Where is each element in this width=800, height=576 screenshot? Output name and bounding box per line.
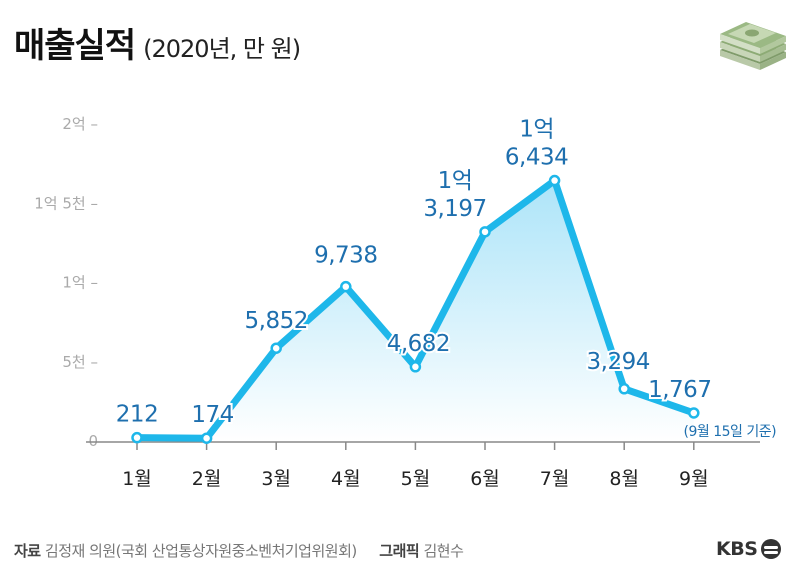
data-point: [200, 432, 213, 444]
data-point: [479, 226, 491, 238]
series-area: [137, 180, 694, 441]
data-label: 6,434: [505, 145, 568, 171]
data-point: [548, 174, 561, 187]
data-label: 1,767: [648, 377, 711, 403]
data-point: [688, 407, 700, 419]
y-tick-label: 2억 –: [62, 115, 98, 133]
x-tick-label: 9월: [679, 468, 709, 490]
data-label: 1억: [438, 168, 473, 194]
graphic-credit: 김현수: [423, 542, 464, 560]
x-tick-label: 3월: [261, 468, 291, 490]
data-label: 5,852: [245, 308, 308, 334]
x-tick-label: 4월: [331, 468, 361, 490]
data-point: [131, 431, 143, 444]
x-tick-label: 1월: [122, 468, 152, 490]
y-tick-label: 0: [88, 432, 98, 450]
data-point: [409, 361, 422, 373]
kbs-logo-icon: [761, 539, 782, 559]
x-tick-label: 2월: [192, 468, 222, 490]
x-tick-label: 7월: [540, 468, 570, 490]
money-stack-icon: [716, 12, 788, 76]
source-label: 자료: [14, 542, 41, 560]
data-point: [270, 342, 282, 354]
data-label: 1억: [519, 117, 554, 143]
x-tick-label: 5월: [401, 468, 431, 490]
data-label: 3,294: [587, 349, 650, 375]
y-tick-label: 1억 –: [62, 274, 98, 292]
kbs-logo: KBS: [716, 538, 782, 560]
date-annotation: (9월 15일 기준): [684, 424, 777, 440]
data-label: 212: [116, 402, 158, 428]
data-label: 4,682: [387, 331, 450, 357]
data-point: [340, 280, 352, 293]
chart-title: 매출실적: [14, 26, 136, 66]
data-label: 9,738: [314, 243, 377, 269]
source-row: 자료 김정재 의원(국회 산업통상자원중소벤처기업위원회) 그래픽 김현수: [14, 540, 464, 561]
y-tick-label: 1억 5천 –: [34, 194, 98, 212]
data-point: [618, 383, 630, 395]
x-tick-label: 8월: [609, 468, 639, 490]
data-label: 3,197: [423, 196, 486, 222]
y-tick-label: 5천 –: [62, 353, 98, 371]
title-row: 매출실적 (2020년, 만 원): [14, 18, 301, 67]
x-tick-label: 6월: [470, 468, 500, 490]
data-label: 174: [191, 402, 233, 428]
kbs-logo-text: KBS: [716, 538, 758, 560]
source-text: 김정재 의원(국회 산업통상자원중소벤처기업위원회): [44, 542, 357, 560]
chart-subtitle: (2020년, 만 원): [143, 35, 301, 63]
graphic-label: 그래픽: [379, 542, 420, 560]
